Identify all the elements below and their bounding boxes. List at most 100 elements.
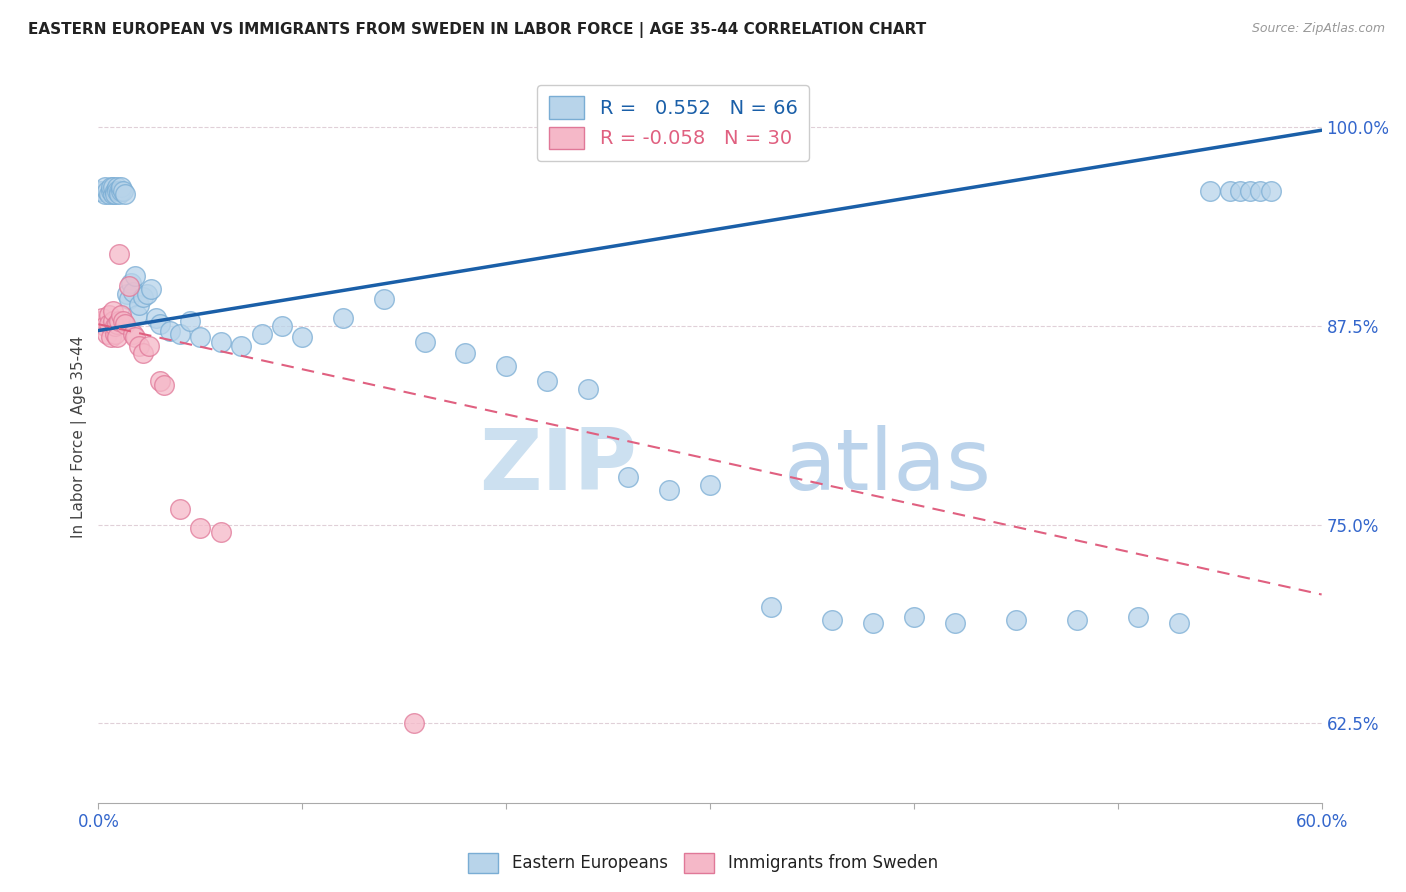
Point bbox=[124, 330, 146, 344]
Point bbox=[152, 377, 174, 392]
Point bbox=[97, 308, 120, 322]
Text: Source: ZipAtlas.com: Source: ZipAtlas.com bbox=[1251, 22, 1385, 36]
Point bbox=[122, 285, 145, 300]
Point bbox=[149, 375, 172, 389]
Text: ZIP: ZIP bbox=[479, 425, 637, 508]
Point bbox=[536, 375, 558, 389]
Point bbox=[89, 314, 111, 328]
Point bbox=[188, 521, 212, 535]
Point bbox=[108, 186, 131, 201]
Point bbox=[118, 279, 141, 293]
Point bbox=[862, 616, 884, 631]
Point bbox=[132, 290, 155, 304]
Point bbox=[104, 184, 127, 198]
Point bbox=[658, 483, 681, 497]
Point bbox=[110, 308, 132, 322]
Point bbox=[104, 326, 127, 341]
Point bbox=[943, 616, 966, 631]
Point bbox=[105, 317, 128, 331]
Point bbox=[231, 339, 253, 353]
Point bbox=[576, 383, 599, 397]
Point bbox=[699, 477, 721, 491]
Point bbox=[97, 186, 120, 201]
Point bbox=[114, 186, 136, 201]
Text: atlas: atlas bbox=[783, 425, 991, 508]
Legend: R =   0.552   N = 66, R = -0.058   N = 30: R = 0.552 N = 66, R = -0.058 N = 30 bbox=[537, 85, 810, 161]
Point bbox=[114, 317, 136, 331]
Point bbox=[413, 334, 436, 349]
Point bbox=[108, 314, 131, 328]
Y-axis label: In Labor Force | Age 35-44: In Labor Force | Age 35-44 bbox=[72, 336, 87, 538]
Point bbox=[111, 314, 134, 328]
Point bbox=[761, 600, 783, 615]
Point bbox=[96, 184, 118, 198]
Point bbox=[903, 609, 925, 624]
Point bbox=[89, 184, 111, 198]
Point bbox=[821, 613, 844, 627]
Point bbox=[495, 359, 517, 373]
Point bbox=[373, 292, 395, 306]
Point bbox=[132, 346, 155, 360]
Point bbox=[1167, 616, 1189, 631]
Point bbox=[1128, 609, 1150, 624]
Point bbox=[100, 184, 122, 198]
Point bbox=[270, 318, 294, 333]
Point bbox=[93, 318, 115, 333]
Point bbox=[128, 339, 150, 353]
Point bbox=[118, 292, 141, 306]
Point bbox=[291, 330, 314, 344]
Point bbox=[101, 180, 124, 194]
Point bbox=[209, 525, 232, 540]
Point bbox=[122, 326, 145, 341]
Point bbox=[124, 269, 146, 284]
Point bbox=[188, 330, 212, 344]
Point bbox=[101, 186, 124, 201]
Legend: Eastern Europeans, Immigrants from Sweden: Eastern Europeans, Immigrants from Swede… bbox=[461, 847, 945, 880]
Point bbox=[97, 317, 120, 331]
Point bbox=[617, 470, 640, 484]
Point bbox=[100, 330, 122, 344]
Point bbox=[91, 310, 114, 325]
Point bbox=[105, 330, 128, 344]
Point bbox=[1066, 613, 1088, 627]
Point bbox=[141, 282, 163, 296]
Point bbox=[169, 501, 191, 516]
Point bbox=[91, 184, 114, 198]
Point bbox=[127, 308, 149, 322]
Point bbox=[209, 334, 232, 349]
Point bbox=[104, 318, 127, 333]
Text: EASTERN EUROPEAN VS IMMIGRANTS FROM SWEDEN IN LABOR FORCE | AGE 35-44 CORRELATIO: EASTERN EUROPEAN VS IMMIGRANTS FROM SWED… bbox=[28, 22, 927, 38]
Point bbox=[1239, 184, 1261, 198]
Point bbox=[101, 314, 124, 328]
Point bbox=[169, 326, 191, 341]
Point bbox=[332, 310, 354, 325]
Point bbox=[105, 180, 128, 194]
Point bbox=[128, 298, 150, 312]
Point bbox=[138, 339, 160, 353]
Point bbox=[111, 184, 134, 198]
Point bbox=[1249, 184, 1271, 198]
Point bbox=[1198, 184, 1220, 198]
Point bbox=[250, 326, 273, 341]
Point bbox=[93, 180, 115, 194]
Point bbox=[104, 186, 127, 201]
Point bbox=[108, 184, 131, 198]
Point bbox=[105, 184, 128, 198]
Point bbox=[145, 310, 167, 325]
Point bbox=[1260, 184, 1282, 198]
Point bbox=[454, 346, 477, 360]
Point bbox=[108, 247, 131, 261]
Point bbox=[115, 287, 138, 301]
Point bbox=[1229, 184, 1251, 198]
Point bbox=[110, 180, 132, 194]
Point bbox=[120, 276, 142, 290]
Point bbox=[1219, 184, 1241, 198]
Point bbox=[101, 304, 124, 318]
Point bbox=[100, 180, 122, 194]
Point bbox=[1004, 613, 1026, 627]
Point bbox=[179, 314, 201, 328]
Point bbox=[96, 326, 118, 341]
Point bbox=[149, 317, 172, 331]
Point bbox=[110, 184, 132, 198]
Point bbox=[159, 324, 181, 338]
